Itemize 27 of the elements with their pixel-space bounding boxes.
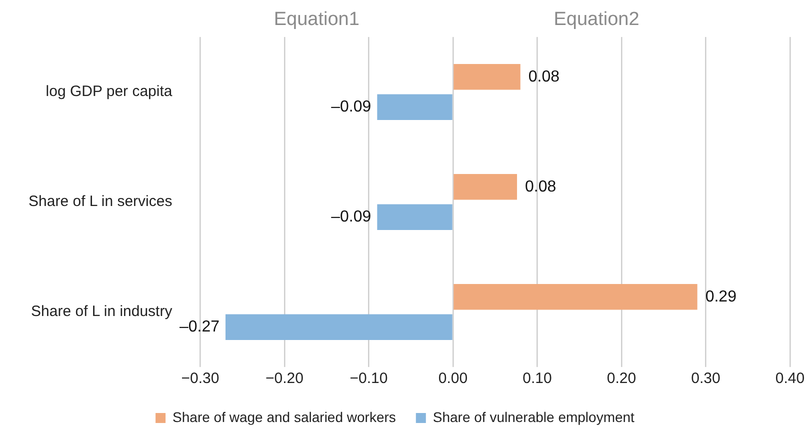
x-tick-label: 0.20 bbox=[606, 370, 636, 388]
y-tick-label: Share of L in industry bbox=[31, 303, 173, 320]
x-tick-label: 0.40 bbox=[775, 370, 805, 388]
bar bbox=[454, 284, 698, 310]
y-tick-label: Share of L in services bbox=[28, 193, 172, 210]
text: Equation2 bbox=[554, 9, 640, 30]
data-label: 0.08 bbox=[525, 178, 556, 196]
data-label: 0.08 bbox=[528, 68, 560, 86]
x-tick-label: 0.10 bbox=[522, 370, 552, 388]
y-tick-label: log GDP per capita bbox=[46, 83, 173, 100]
legend-label: Share of vulnerable employment bbox=[432, 408, 635, 425]
bar bbox=[377, 94, 452, 120]
x-tick-label: 0.00 bbox=[438, 370, 468, 388]
bar bbox=[454, 174, 518, 200]
bar bbox=[454, 64, 520, 90]
x-tick-label: −0.20 bbox=[266, 370, 304, 388]
x-tick-label: −0.30 bbox=[181, 370, 220, 388]
data-label: –0.27 bbox=[179, 318, 220, 336]
legend-label: Share of wage and salaried workers bbox=[172, 408, 396, 425]
data-label: –0.09 bbox=[331, 208, 372, 226]
bar bbox=[226, 314, 452, 340]
data-label: 0.29 bbox=[705, 288, 737, 306]
x-tick-label: −0.10 bbox=[350, 370, 388, 388]
data-label: –0.09 bbox=[331, 98, 372, 116]
x-tick-label: 0.30 bbox=[691, 370, 720, 388]
text: Equation1 bbox=[274, 9, 360, 30]
bar bbox=[377, 204, 452, 230]
